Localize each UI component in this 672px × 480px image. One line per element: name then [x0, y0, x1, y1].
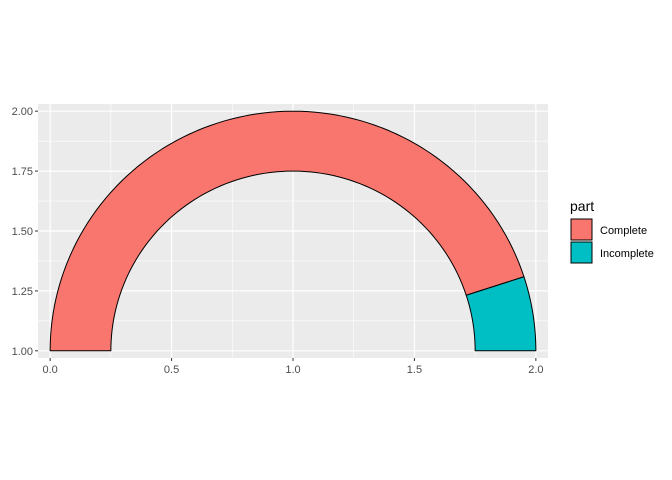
y-tick-label: 1.50: [12, 226, 33, 238]
legend-title: part: [570, 198, 594, 214]
y-tick-label: 1.75: [12, 166, 33, 178]
y-tick-label: 2.00: [12, 106, 33, 118]
x-tick-label: 0.0: [42, 364, 57, 376]
x-tick-label: 1.5: [407, 364, 422, 376]
x-tick-label: 1.0: [285, 364, 300, 376]
x-tick-label: 2.0: [528, 364, 543, 376]
gauge-segment-incomplete: [465, 276, 537, 352]
legend-swatch-complete: [570, 218, 593, 241]
legend-label-complete: Complete: [600, 225, 647, 237]
legend-swatch-incomplete: [570, 241, 593, 264]
y-tick-label: 1.25: [12, 286, 33, 298]
y-axis: 1.00 1.25 1.50 1.75 2.00: [12, 106, 38, 358]
legend: part Complete Incomplete: [570, 198, 654, 264]
x-axis: 0.0 0.5 1.0 1.5 2.0: [42, 358, 544, 376]
legend-label-incomplete: Incomplete: [600, 248, 654, 260]
gauge-segments: [49, 110, 537, 352]
y-tick-label: 1.00: [12, 346, 33, 358]
x-tick-label: 0.5: [164, 364, 179, 376]
